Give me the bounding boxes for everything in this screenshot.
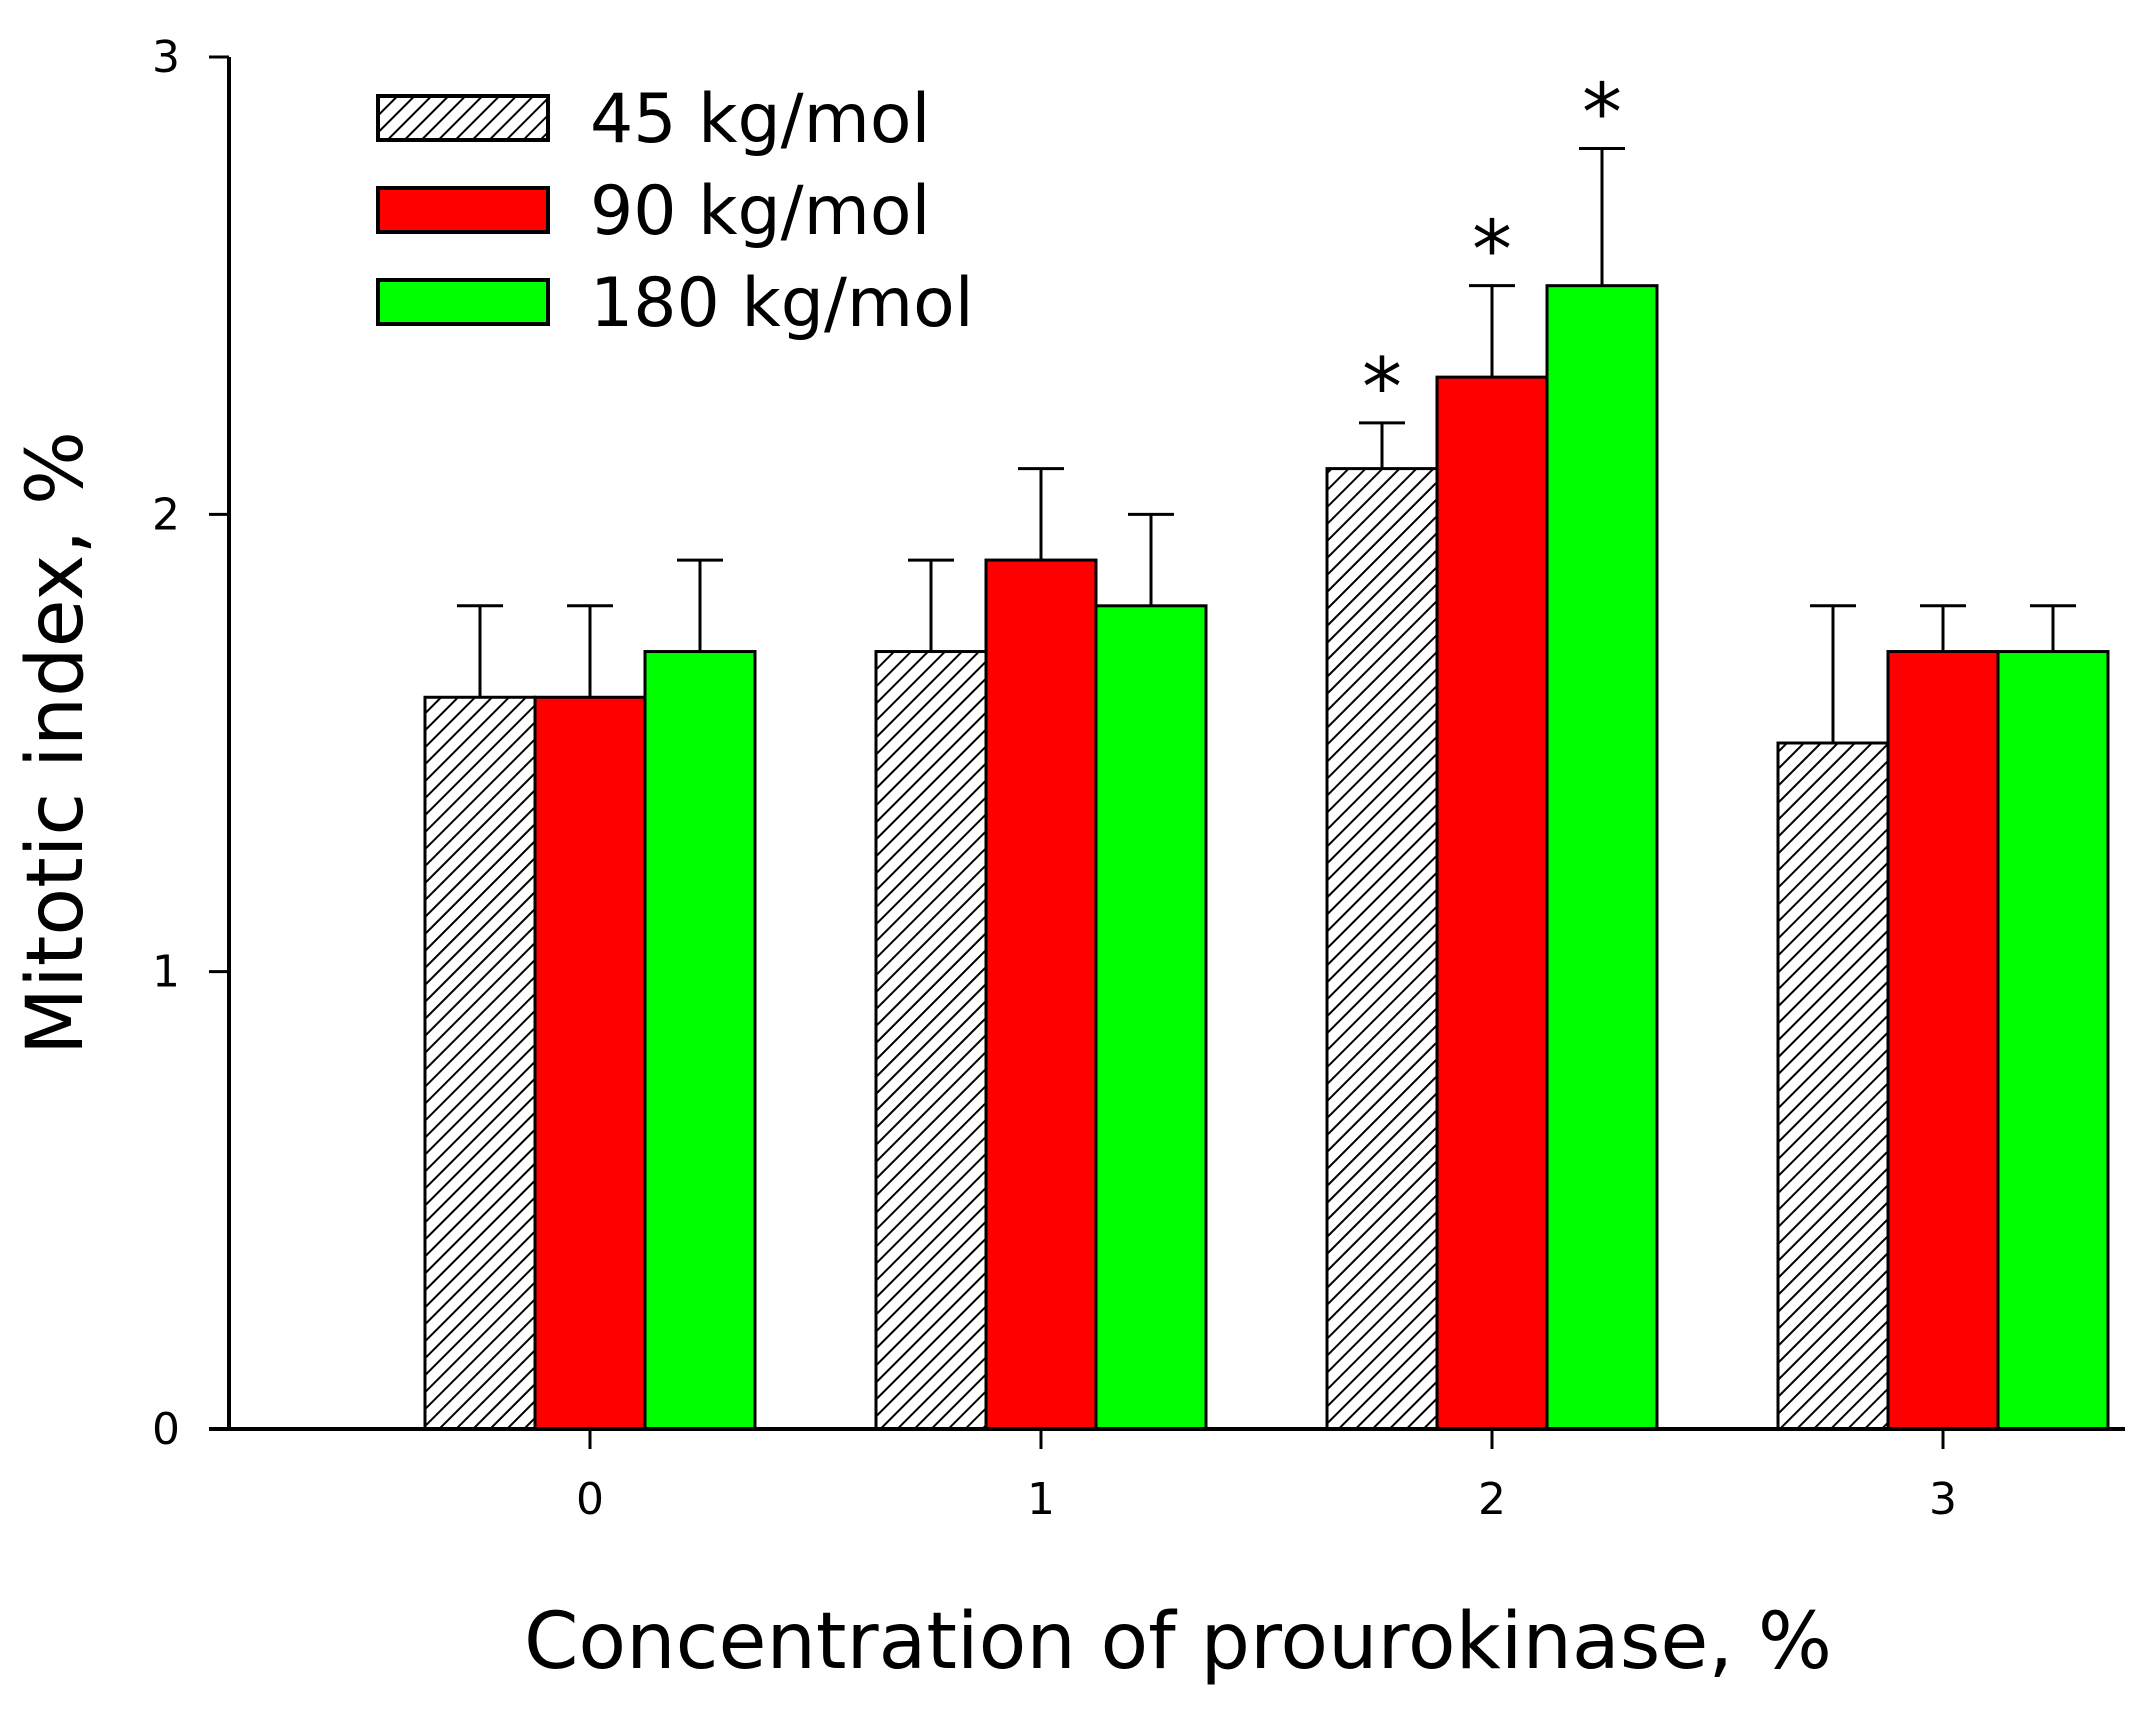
bar-45-kg-mol-cat-1 (874, 650, 988, 1431)
bar-45-kg-mol-cat-0 (423, 695, 537, 1431)
x-axis-title: Concentration of prourokinase, % (524, 1597, 1832, 1687)
significance-star: * (1362, 341, 1402, 434)
bar-45-kg-mol-cat-2 (1325, 467, 1439, 1431)
significance-star: * (1472, 204, 1512, 297)
legend-label: 45 kg/mol (590, 80, 930, 159)
axes (209, 57, 2125, 1431)
y-tick-label: 3 (152, 32, 180, 83)
y-tick-label: 2 (152, 489, 180, 540)
bar-180-kg-mol-cat-1 (1094, 604, 1208, 1431)
bar-45-kg-mol-cat-3 (1776, 741, 1890, 1431)
bar-90-kg-mol-cat-0 (533, 695, 647, 1431)
legend: 45 kg/mol 90 kg/mol 180 kg/mol (376, 80, 974, 343)
x-axis-ticks: 0 1 2 3 (576, 1429, 1957, 1525)
bar-180-kg-mol-cat-3 (1996, 650, 2110, 1431)
error-bars-layer (457, 146, 2076, 743)
y-axis-title: Mitotic index, % (11, 431, 101, 1055)
legend-label: 180 kg/mol (590, 264, 974, 343)
legend-swatch (376, 186, 550, 234)
bar-90-kg-mol-cat-2 (1435, 375, 1549, 1431)
y-tick-label: 0 (152, 1404, 180, 1455)
legend-swatch (376, 278, 550, 326)
legend-label: 90 kg/mol (590, 172, 930, 251)
x-tick-label: 3 (1929, 1474, 1957, 1525)
bars-layer (423, 284, 2110, 1431)
legend-swatch (376, 94, 550, 142)
bar-90-kg-mol-cat-3 (1886, 650, 2000, 1431)
x-tick-label: 0 (576, 1474, 604, 1525)
y-axis-ticks: 0 1 2 3 (152, 32, 229, 1455)
bar-90-kg-mol-cat-1 (984, 558, 1098, 1431)
x-tick-label: 1 (1027, 1474, 1055, 1525)
y-tick-label: 1 (152, 947, 180, 998)
significance-star: * (1582, 66, 1622, 159)
bar-180-kg-mol-cat-2 (1545, 284, 1659, 1431)
significance-markers: * * * (1362, 66, 1622, 433)
x-tick-label: 2 (1478, 1474, 1506, 1525)
bar-180-kg-mol-cat-0 (643, 650, 757, 1431)
